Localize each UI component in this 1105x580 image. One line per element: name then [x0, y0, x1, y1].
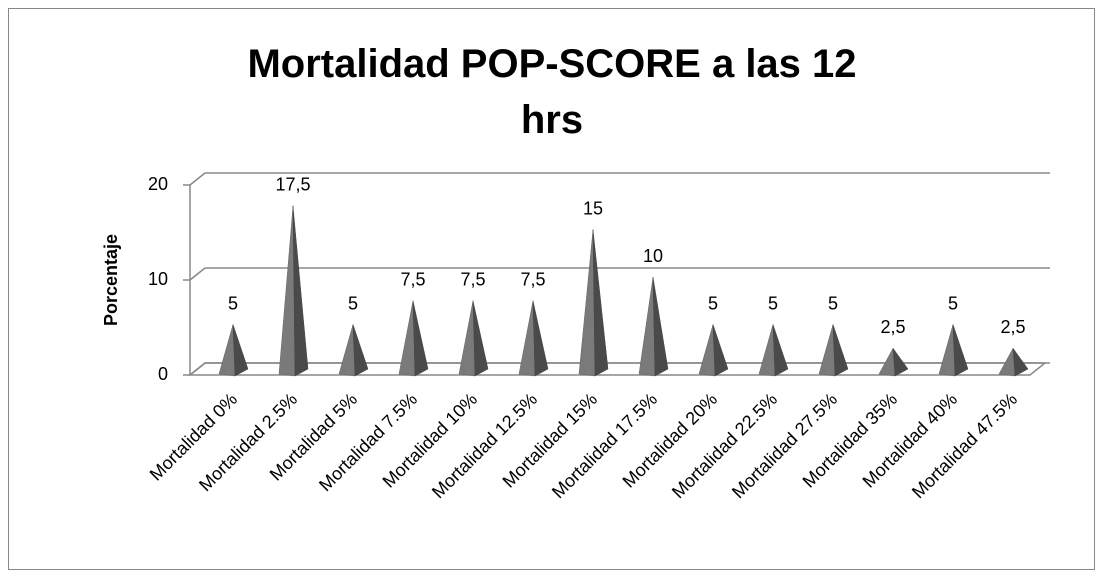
pyramid-right-face [712, 324, 729, 377]
pyramid [698, 324, 729, 377]
pyramid-left-face [638, 276, 656, 377]
pyramid-left-face [458, 300, 476, 377]
value-label: 5 [348, 293, 358, 313]
y-tick-label: 0 [158, 364, 168, 384]
pyramid-left-face [398, 300, 416, 377]
y-axis-label: Porcentaje [101, 234, 121, 326]
pyramid [878, 347, 909, 377]
value-label: 5 [228, 293, 238, 313]
pyramid [338, 324, 369, 377]
x-tick-label: Mortalidad 47.5% [908, 389, 1021, 502]
pyramid-left-face [218, 324, 236, 377]
pyramid-right-face [652, 276, 669, 377]
value-label: 5 [828, 293, 838, 313]
value-label: 7,5 [400, 270, 425, 290]
x-tick-label: Mortalidad 17.5% [548, 389, 661, 502]
pyramid-right-face [232, 324, 249, 377]
pyramid [578, 229, 609, 377]
pyramid-right-face [352, 324, 369, 377]
pyramid-left-face [278, 205, 296, 377]
pyramid [998, 347, 1029, 377]
value-label: 5 [768, 293, 778, 313]
floor [187, 362, 1048, 376]
chart-frame [8, 8, 1095, 570]
grid-depth [189, 362, 206, 376]
value-label: 2,5 [1000, 317, 1025, 337]
pyramid-left-face [578, 229, 596, 377]
value-label: 5 [948, 293, 958, 313]
pyramid-left-face [938, 324, 956, 377]
chart-title: Mortalidad POP-SCORE a las 12 hrs [247, 42, 857, 142]
pyramid-right-face [892, 347, 909, 377]
value-label: 5 [708, 293, 718, 313]
y-tick-label: 10 [148, 269, 168, 289]
value-label: 7,5 [520, 270, 545, 290]
pyramid-right-face [472, 300, 489, 377]
y-tick-label: 20 [148, 174, 168, 194]
pyramid-left-face [338, 324, 356, 377]
pyramid-right-face [832, 324, 849, 377]
pyramid-right-face [592, 229, 609, 377]
pyramid-left-face [818, 324, 836, 377]
value-label: 7,5 [460, 270, 485, 290]
pyramid-left-face [758, 324, 776, 377]
pyramid [818, 324, 849, 377]
pyramid [398, 300, 429, 377]
pyramid-left-face [698, 324, 716, 377]
pyramid [518, 300, 549, 377]
pyramid-left-face [518, 300, 536, 377]
grid-depth [189, 267, 206, 281]
pyramid [938, 324, 969, 377]
pyramid [458, 300, 489, 377]
value-label: 2,5 [880, 317, 905, 337]
pyramid-left-face [998, 347, 1016, 377]
x-tick-label: Mortalidad 12.5% [428, 389, 541, 502]
pyramid-right-face [772, 324, 789, 377]
pyramid [278, 205, 309, 377]
pyramid-left-face [878, 347, 896, 377]
pyramid-right-face [952, 324, 969, 377]
pyramid [758, 324, 789, 377]
pyramid [218, 324, 249, 377]
value-label: 15 [583, 198, 603, 218]
pyramid-right-face [532, 300, 549, 377]
value-label: 17,5 [275, 175, 310, 195]
pyramid [638, 276, 669, 377]
value-label: 10 [643, 246, 663, 266]
grid-depth [189, 172, 206, 186]
pyramid-right-face [292, 205, 309, 377]
pyramid-right-face [1012, 347, 1029, 377]
x-tick-label: Mortalidad 27.5% [728, 389, 841, 502]
x-tick-label: Mortalidad 22.5% [668, 389, 781, 502]
pyramid-right-face [412, 300, 429, 377]
